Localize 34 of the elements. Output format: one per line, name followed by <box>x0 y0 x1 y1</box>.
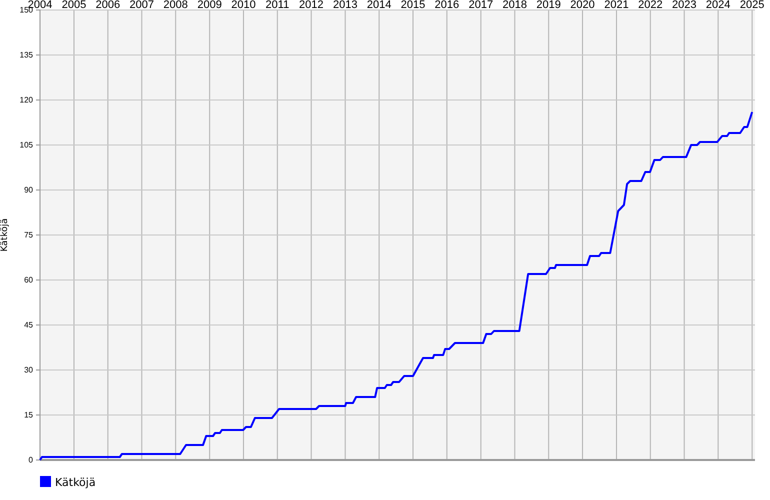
x-tick-label: 2007 <box>130 0 154 12</box>
x-tick-label: 2016 <box>434 0 460 12</box>
x-tick-label: 2025 <box>740 0 764 12</box>
x-tick-label: 2018 <box>502 0 527 12</box>
x-tick-label: 2017 <box>468 0 494 12</box>
x-tick-label: 2022 <box>638 0 663 12</box>
x-tick-label: 2011 <box>266 0 290 12</box>
y-tick-label: 15 <box>24 410 34 420</box>
x-tick-label: 2023 <box>672 0 697 12</box>
y-tick-label: 135 <box>20 50 34 60</box>
y-tick-label: 105 <box>20 140 34 150</box>
x-tick-label: 2012 <box>299 0 324 12</box>
y-tick-label: 75 <box>24 230 34 240</box>
x-tick-label: 2008 <box>163 0 188 12</box>
y-tick-label: 30 <box>24 366 34 375</box>
y-tick-label: 0 <box>28 456 34 465</box>
x-tick-label: 2009 <box>197 0 222 12</box>
x-tick-label: 2005 <box>62 0 86 12</box>
y-tick-label: 45 <box>24 320 34 330</box>
x-tick-label: 2006 <box>96 0 120 12</box>
x-tick-label: 2021 <box>604 0 629 12</box>
y-tick-label: 120 <box>20 96 34 105</box>
x-tick-label: 2013 <box>332 0 358 12</box>
x-tick-label: 2015 <box>400 0 426 12</box>
x-tick-label: 2019 <box>536 0 561 12</box>
x-tick-label: 2024 <box>706 0 730 12</box>
legend-label: Kätköjä <box>55 476 96 489</box>
x-tick-label: 2014 <box>366 0 392 12</box>
y-tick-label: 90 <box>24 186 34 195</box>
y-tick-label: 60 <box>24 276 34 285</box>
x-tick-label: 2010 <box>231 0 256 12</box>
x-tick-label: 2020 <box>570 0 595 12</box>
y-tick-label: 150 <box>20 6 34 15</box>
y-axis-title: Kätköjä <box>0 218 10 252</box>
